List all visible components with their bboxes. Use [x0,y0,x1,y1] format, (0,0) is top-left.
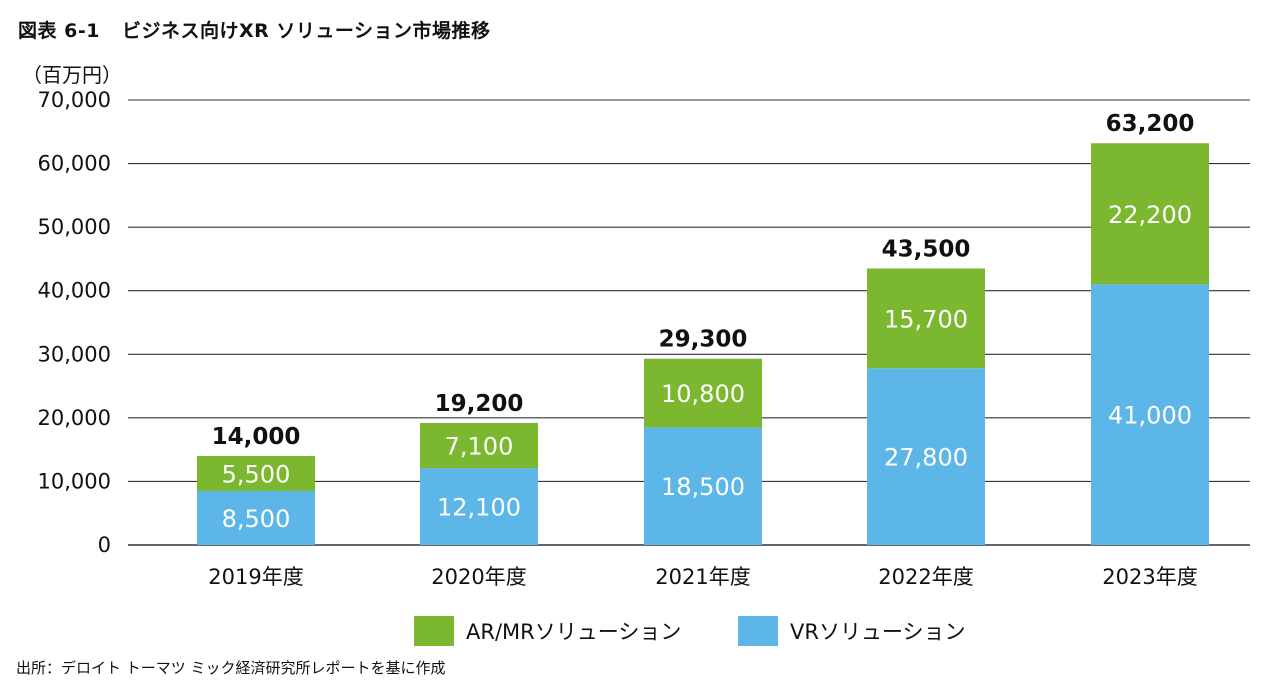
bar-segment-vr [644,427,762,545]
legend-item-vr: VRソリューション [738,616,966,646]
segment-value-label-ar-mr: 7,100 [445,433,514,461]
total-value-label: 29,300 [659,327,748,353]
bar-segment-ar-mr [867,268,985,369]
total-value-label: 43,500 [882,236,971,262]
x-tick-label: 2020年度 [431,565,526,589]
legend-swatch-ar-mr [414,616,454,646]
y-tick-label: 60,000 [38,152,111,176]
segment-value-label-vr: 27,800 [884,444,968,472]
figure-number: 図表 6-1 [18,20,100,42]
segment-value-label-vr: 41,000 [1108,402,1192,430]
y-axis-unit-label: （百万円） [22,63,122,87]
legend-label-ar-mr: AR/MRソリューション [466,620,682,644]
bar-segment-ar-mr [420,422,538,469]
legend-label-vr: VRソリューション [790,620,966,644]
x-tick-label: 2022年度 [878,565,973,589]
segment-value-label-ar-mr: 10,800 [661,380,745,408]
y-tick-label: 70,000 [38,88,111,112]
x-tick-label: 2021年度 [655,565,750,589]
segment-value-label-vr: 8,500 [222,505,291,533]
legend: AR/MRソリューション VRソリューション [0,616,1280,650]
y-tick-label: 10,000 [38,469,111,493]
legend-item-ar-mr: AR/MRソリューション [414,616,681,646]
figure-title: 図表 6-1 ビジネス向けXR ソリューション市場推移 [18,16,490,43]
figure-title-text: ビジネス向けXR ソリューション市場推移 [121,20,491,42]
source-note: 出所：デロイト トーマツ ミック経済研究所レポートを基に作成 [16,659,446,677]
total-value-label: 63,200 [1106,111,1195,137]
segment-value-label-vr: 18,500 [661,473,745,501]
segment-value-label-ar-mr: 22,200 [1108,201,1192,229]
bar-segment-ar-mr [644,358,762,428]
legend-swatch-vr [738,616,778,646]
total-value-label: 19,200 [435,391,524,417]
x-tick-label: 2023年度 [1102,565,1197,589]
y-tick-label: 30,000 [38,342,111,366]
y-tick-label: 0 [98,533,111,557]
segment-value-label-vr: 12,100 [437,494,521,522]
bar-segment-ar-mr [197,456,315,491]
segment-value-label-ar-mr: 5,500 [222,460,291,488]
bar-segment-vr [1091,284,1209,545]
segment-value-label-ar-mr: 15,700 [884,305,968,333]
bar-segment-vr [420,468,538,545]
bar-segment-vr [197,490,315,545]
y-tick-label: 20,000 [38,406,111,430]
y-tick-label: 40,000 [38,279,111,303]
bar-segment-vr [867,368,985,545]
total-value-label: 14,000 [212,424,301,450]
bar-segment-ar-mr [1091,143,1209,285]
x-tick-label: 2019年度 [208,565,303,589]
y-tick-label: 50,000 [38,215,111,239]
stacked-bar-chart: （百万円） 0 10,000 20,000 30,000 40,000 50,000 60,… [22,63,1250,589]
